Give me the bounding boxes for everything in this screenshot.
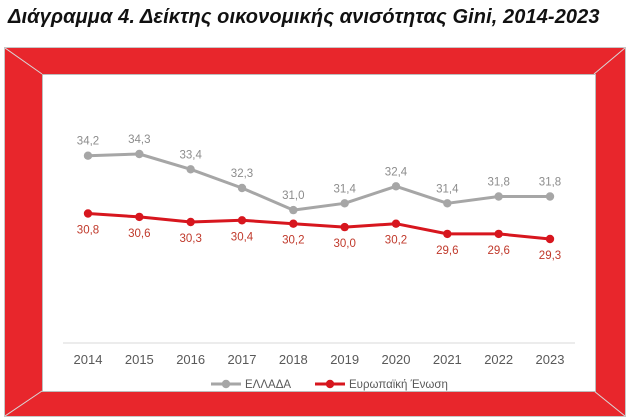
data-label-greece-2023: 31,8 — [539, 177, 561, 189]
legend-label-greece: ΕΛΛΑΔΑ — [245, 379, 291, 391]
legend: ΕΛΛΑΔΑ Ευρωπαϊκή Ένωση — [211, 379, 448, 391]
data-point-eu-2016 — [186, 217, 195, 227]
series-eu: 30,8 30,6 30,3 30,4 30,2 30,0 30,2 29,6 29,6 29,3 — [77, 209, 561, 262]
chart-title: Διάγραμμα 4. Δείκτης οικονομικής ανισότη… — [8, 6, 600, 28]
data-label-greece-2018: 31,0 — [282, 190, 304, 202]
data-label-eu-2021: 29,6 — [436, 245, 458, 257]
data-point-greece-2023 — [545, 192, 555, 201]
x-tick-label-2020: 2020 — [382, 352, 411, 367]
data-label-eu-2022: 29,6 — [487, 245, 509, 257]
x-tick-label-2014: 2014 — [74, 352, 103, 367]
data-label-greece-2017: 32,3 — [231, 168, 253, 180]
data-point-eu-2015 — [135, 212, 144, 222]
x-tick-label-2017: 2017 — [228, 352, 257, 367]
data-label-greece-2020: 32,4 — [385, 166, 408, 178]
data-point-greece-2020 — [391, 182, 401, 191]
legend-marker-eu — [325, 379, 335, 389]
data-point-greece-2022 — [494, 192, 503, 201]
data-label-greece-2014: 34,2 — [77, 136, 99, 148]
data-label-greece-2019: 31,4 — [333, 183, 356, 195]
data-point-greece-2014 — [83, 151, 93, 160]
x-tick-label-2015: 2015 — [125, 352, 154, 367]
data-point-greece-2018 — [289, 205, 298, 215]
data-point-eu-2021 — [443, 229, 452, 239]
data-point-greece-2017 — [237, 183, 247, 193]
data-point-greece-2021 — [443, 199, 452, 208]
legend-label-eu: Ευρωπαϊκή Ένωση — [349, 379, 448, 391]
x-tick-label-2019: 2019 — [330, 352, 359, 367]
data-label-eu-2019: 30,0 — [333, 238, 355, 250]
data-label-eu-2018: 30,2 — [282, 235, 304, 247]
x-tick-label-2021: 2021 — [433, 352, 462, 367]
data-point-eu-2022 — [494, 229, 503, 239]
data-point-eu-2023 — [545, 234, 555, 244]
data-label-eu-2014: 30,8 — [77, 225, 99, 237]
plot-panel: 34,2 34,3 33,4 32,3 31,0 31,4 32,4 31,4 31,8 31,8… — [42, 74, 596, 392]
data-label-greece-2022: 31,8 — [487, 177, 509, 189]
data-point-greece-2016 — [186, 165, 195, 174]
data-label-eu-2016: 30,3 — [179, 233, 201, 245]
data-point-eu-2020 — [391, 219, 401, 228]
data-point-eu-2014 — [83, 209, 93, 218]
data-label-greece-2015: 34,3 — [128, 134, 150, 146]
x-tick-label-2022: 2022 — [484, 352, 513, 367]
data-label-greece-2021: 31,4 — [436, 183, 459, 195]
frame-corner-lines — [5, 48, 625, 416]
data-point-eu-2017 — [237, 216, 247, 225]
data-label-eu-2020: 30,2 — [385, 235, 407, 247]
data-point-eu-2019 — [340, 222, 349, 232]
data-label-greece-2016: 33,4 — [179, 149, 202, 161]
data-point-eu-2018 — [289, 219, 298, 228]
legend-marker-greece — [221, 379, 231, 389]
data-label-eu-2023: 29,3 — [539, 250, 561, 262]
x-tick-label-2018: 2018 — [279, 352, 308, 367]
line-chart: 34,2 34,3 33,4 32,3 31,0 31,4 32,4 31,4 31,8 31,8… — [63, 134, 575, 391]
data-label-eu-2015: 30,6 — [128, 228, 150, 240]
series-line-greece — [87, 152, 550, 212]
x-tick-label-2023: 2023 — [536, 352, 565, 367]
chart-frame: 34,2 34,3 33,4 32,3 31,0 31,4 32,4 31,4 31,8 31,8… — [4, 47, 626, 417]
series-line-eu — [87, 212, 551, 241]
x-tick-label-2016: 2016 — [176, 352, 205, 367]
data-point-greece-2019 — [340, 199, 349, 208]
data-label-eu-2017: 30,4 — [231, 231, 254, 243]
series-greece: 34,2 34,3 33,4 32,3 31,0 31,4 32,4 31,4 31,8 31,8 — [77, 134, 561, 215]
data-point-greece-2015 — [135, 149, 144, 159]
